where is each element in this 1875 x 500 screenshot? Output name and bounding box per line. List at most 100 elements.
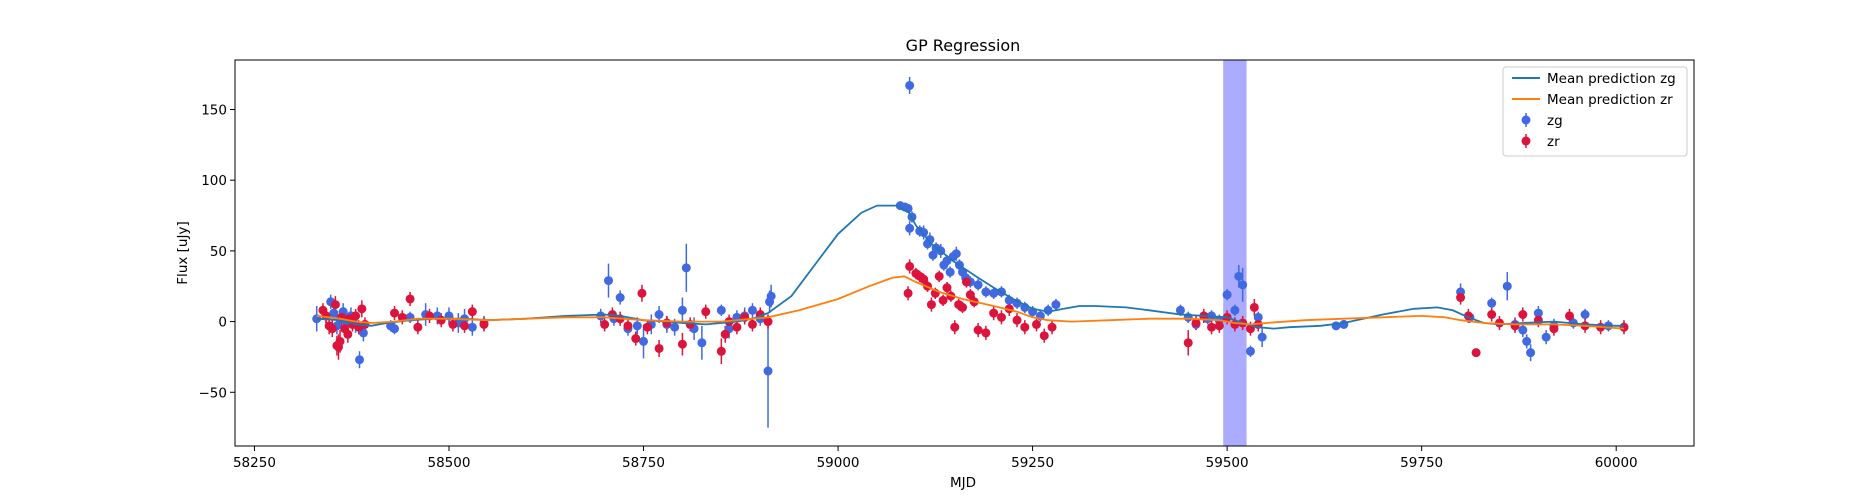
legend-label-zg-line: Mean prediction zg — [1547, 71, 1676, 87]
point-zg-33 — [677, 305, 687, 315]
point-zr-53 — [926, 300, 936, 310]
legend-swatch-zr — [1521, 136, 1531, 146]
point-zg-36 — [697, 338, 707, 348]
point-zr-24 — [460, 321, 470, 331]
point-zg-28 — [639, 336, 649, 346]
point-zr-31 — [631, 334, 641, 344]
x-tick-label-59750: 59750 — [1400, 455, 1443, 471]
point-zg-23 — [604, 276, 614, 286]
point-zr-68 — [996, 312, 1006, 322]
point-zg-76 — [1043, 305, 1053, 315]
point-zr-22 — [436, 315, 446, 325]
point-zr-13 — [351, 311, 361, 321]
x-tick-label-58750: 58750 — [622, 455, 665, 471]
point-zg-95 — [1487, 298, 1497, 308]
point-zr-94 — [1549, 324, 1559, 334]
point-zr-79 — [1214, 321, 1224, 331]
point-zg-78 — [1175, 305, 1185, 315]
point-zr-59 — [950, 322, 960, 332]
point-zr-15 — [357, 304, 367, 314]
point-zr-23 — [448, 319, 458, 329]
legend: Mean prediction zg Mean prediction zr zg… — [1502, 66, 1688, 157]
point-zr-72 — [1031, 319, 1041, 329]
point-zr-30 — [623, 321, 633, 331]
point-zr-88 — [1471, 348, 1481, 358]
x-tick-label-59500: 59500 — [1206, 455, 1249, 471]
point-zg-27 — [632, 321, 642, 331]
point-zg_outlier-0 — [905, 80, 915, 90]
x-tick-label-58250: 58250 — [233, 455, 276, 471]
point-zg-90 — [1257, 332, 1267, 342]
point-zr-46 — [763, 317, 773, 327]
point-zr-92 — [1518, 310, 1528, 320]
point-zg-43 — [763, 366, 773, 376]
point-zr-74 — [1047, 322, 1057, 332]
point-zg-67 — [973, 280, 983, 290]
point-zg-62 — [951, 249, 961, 259]
line-mean-prediction-zg — [316, 204, 1624, 330]
point-zg-34 — [681, 263, 691, 273]
y-tick-label-0: 0 — [218, 315, 227, 331]
point-zg-41 — [747, 305, 757, 315]
x-tick-label-60000: 60000 — [1595, 455, 1638, 471]
point-zg-87 — [1238, 280, 1248, 290]
point-zg-32 — [670, 322, 680, 332]
y-tick-label--50: −50 — [199, 385, 228, 401]
point-zr-19 — [405, 294, 415, 304]
point-zr-84 — [1249, 302, 1259, 312]
point-zg-88 — [1245, 346, 1255, 356]
point-zr-70 — [1012, 315, 1022, 325]
point-zg-68 — [981, 287, 991, 297]
x-axis-label: MJD — [950, 475, 976, 491]
point-zr-33 — [642, 322, 652, 332]
legend-label-zr: zr — [1547, 134, 1560, 150]
errorbars — [315, 76, 1625, 428]
point-zg-102 — [1541, 332, 1551, 342]
point-zr-57 — [942, 283, 952, 293]
shaded-region — [1223, 60, 1247, 446]
point-zr-76 — [1191, 318, 1201, 328]
point-zr-89 — [1487, 310, 1497, 320]
point-zr-20 — [413, 322, 423, 332]
legend-label-zr-line: Mean prediction zr — [1547, 92, 1673, 108]
point-zr-71 — [1020, 322, 1030, 332]
point-zr-17 — [390, 308, 400, 318]
point-zr-42 — [732, 322, 742, 332]
point-zg-101 — [1533, 308, 1543, 318]
point-zr-66 — [981, 328, 991, 338]
point-zg-20 — [467, 322, 477, 332]
chart-title: GP Regression — [906, 36, 1021, 55]
point-zg-3 — [329, 308, 339, 318]
point-zg-10 — [355, 355, 365, 365]
point-zr-7 — [335, 336, 345, 346]
x-axis-ticks: 58250 58500 58750 59000 59250 59500 59750 60000 — [233, 446, 1638, 471]
point-zr-65 — [973, 325, 983, 335]
point-zr-47 — [903, 288, 913, 298]
point-zr-10 — [343, 329, 353, 339]
point-zg-92 — [1339, 319, 1349, 329]
prediction-lines — [316, 204, 1625, 330]
point-zg-54 — [925, 235, 935, 245]
point-zr-48 — [905, 261, 915, 271]
point-zg-37 — [716, 305, 726, 315]
point-zr-98 — [1619, 322, 1629, 332]
point-zr-44 — [747, 319, 757, 329]
y-axis-label: Flux [uJy] — [175, 221, 191, 284]
point-zg-25 — [615, 293, 625, 303]
legend-label-zg: zg — [1547, 113, 1563, 129]
point-zg-99 — [1522, 336, 1532, 346]
point-zg-98 — [1518, 325, 1528, 335]
plot-area — [312, 60, 1629, 446]
point-zg-72 — [1012, 298, 1022, 308]
point-zr-67 — [989, 308, 999, 318]
point-zg-22 — [596, 311, 606, 321]
legend-box — [1502, 66, 1688, 157]
point-zr-26 — [479, 319, 489, 329]
point-zr-34 — [654, 343, 664, 353]
point-zr-3 — [327, 324, 337, 334]
point-zr-55 — [934, 271, 944, 281]
point-zr-4 — [330, 300, 340, 310]
point-zg-89 — [1253, 312, 1263, 322]
point-zg-69 — [989, 288, 999, 298]
